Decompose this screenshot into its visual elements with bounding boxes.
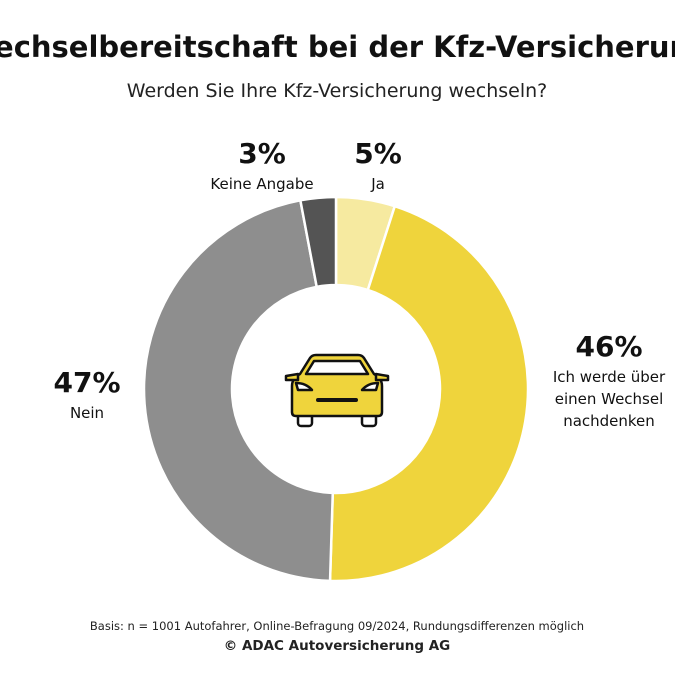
value-label: 5% <box>354 137 402 170</box>
chart-subtitle: Werden Sie Ihre Kfz-Versicherung wechsel… <box>126 80 548 102</box>
car-icon <box>284 353 390 428</box>
value-label: 47% <box>53 366 121 399</box>
value-label: 46% <box>575 330 643 363</box>
category-label: Keine Angabe <box>210 175 314 193</box>
chart-title: Wechselbereitschaft bei der Kfz-Versiche… <box>0 30 675 64</box>
source-note: Basis: n = 1001 Autofahrer, Online-Befra… <box>89 619 585 633</box>
value-label: 3% <box>238 137 286 170</box>
category-label: Nein <box>69 404 105 422</box>
copyright: © ADAC Autoversicherung AG <box>223 638 451 654</box>
category-label: Ich werde über einen Wechsel nachdenken <box>552 368 666 430</box>
category-label: Ja <box>371 175 385 193</box>
donut-segment <box>298 195 338 289</box>
donut-segment <box>328 204 530 583</box>
donut-segment <box>142 198 335 583</box>
